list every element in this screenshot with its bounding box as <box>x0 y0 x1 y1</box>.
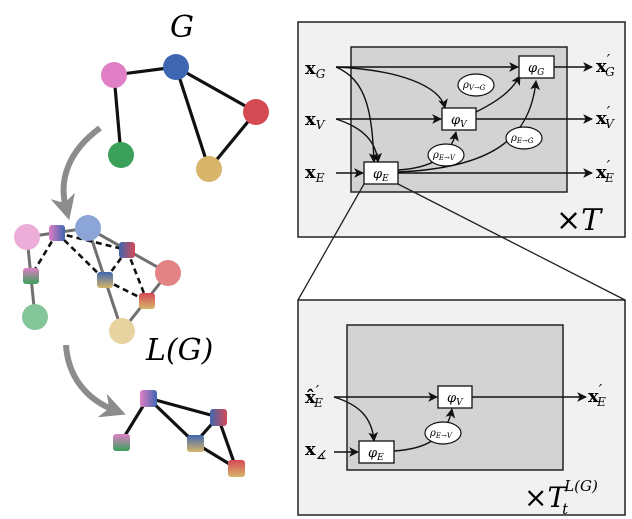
line-graph: L(G) <box>113 333 245 477</box>
faded-node-red <box>155 260 181 286</box>
transform-arrow-2 <box>63 344 126 418</box>
bottom-rho-ev-ellipse <box>424 421 462 445</box>
rho-ev-label: ρE→V <box>432 150 456 162</box>
faded-node-yellow <box>109 318 135 344</box>
line-graph-title: L(G) <box>145 333 213 368</box>
node-pink <box>101 62 127 88</box>
input-xhat-e: x̂′ E <box>305 382 323 410</box>
edge-blue-yellow <box>174 66 211 170</box>
zoom-lines <box>297 183 626 301</box>
edge-node-blue-yellow <box>97 272 113 288</box>
bottom-rho-ev-label: ρE→V <box>429 428 453 440</box>
input-xv: xV <box>305 109 326 132</box>
lg-node-blue-red <box>210 409 227 426</box>
phi-e-label: φE <box>373 167 389 184</box>
edge-node-pink-green <box>23 268 39 284</box>
bottom-phi-e-box <box>358 440 395 464</box>
edge-pink-green <box>112 74 123 156</box>
node-blue <box>163 54 189 80</box>
top-block: xG xV xE x′ G x′ V x′ E <box>297 21 626 238</box>
top-repeat-label: ×T <box>556 203 603 238</box>
phi-e-box <box>363 161 399 185</box>
input-xe: xE <box>305 162 325 185</box>
output-xg: x′ G <box>596 51 615 79</box>
graph-g-title: G <box>170 10 194 45</box>
rho-ev-ellipse <box>427 143 465 167</box>
lg-node-pink-blue <box>140 390 157 407</box>
phi-v-label: φV <box>451 113 468 130</box>
phi-g-label: φG <box>528 61 544 78</box>
edge-node-red-yellow <box>139 293 155 309</box>
faded-node-blue <box>75 215 101 241</box>
output-xe-bottom: x′ E <box>588 381 606 409</box>
construction-graph <box>14 215 181 344</box>
output-xv: x′ V <box>596 103 615 131</box>
rho-eg-label: ρE→G <box>510 133 534 145</box>
edge-node-pink-blue <box>49 225 65 241</box>
graph-g-edges <box>112 65 258 171</box>
faded-node-green <box>22 304 48 330</box>
transform-arrow-1 <box>50 125 102 221</box>
rho-eg-ellipse <box>505 126 543 150</box>
input-x-angle: x∡ <box>305 439 327 462</box>
rho-vg-label: ρV→G <box>462 80 486 92</box>
edge-node-blue-red <box>119 242 135 258</box>
bottom-block: x̂′ E x∡ x′ E φV φE ρE→V ×TtL(G) <box>297 299 626 518</box>
rho-vg-ellipse <box>457 73 495 97</box>
faded-node-pink <box>14 224 40 250</box>
lg-node-blue-yellow <box>187 435 204 452</box>
input-xg: xG <box>305 58 326 81</box>
node-red <box>243 99 269 125</box>
lg-node-pink-green <box>113 434 130 451</box>
bottom-phi-v-box <box>437 385 473 409</box>
lg-node-red-yellow <box>228 460 245 477</box>
node-yellow <box>196 156 222 182</box>
phi-v-box <box>441 107 477 131</box>
output-xe: x′ E <box>596 157 614 185</box>
edge-blue-red <box>175 65 257 114</box>
bottom-repeat-label: ×TtL(G) <box>524 477 598 518</box>
bottom-phi-v-label: φV <box>447 391 464 408</box>
node-green <box>108 142 134 168</box>
bottom-phi-e-label: φE <box>368 446 384 463</box>
graph-g: G <box>101 10 269 182</box>
phi-g-box <box>518 55 555 79</box>
